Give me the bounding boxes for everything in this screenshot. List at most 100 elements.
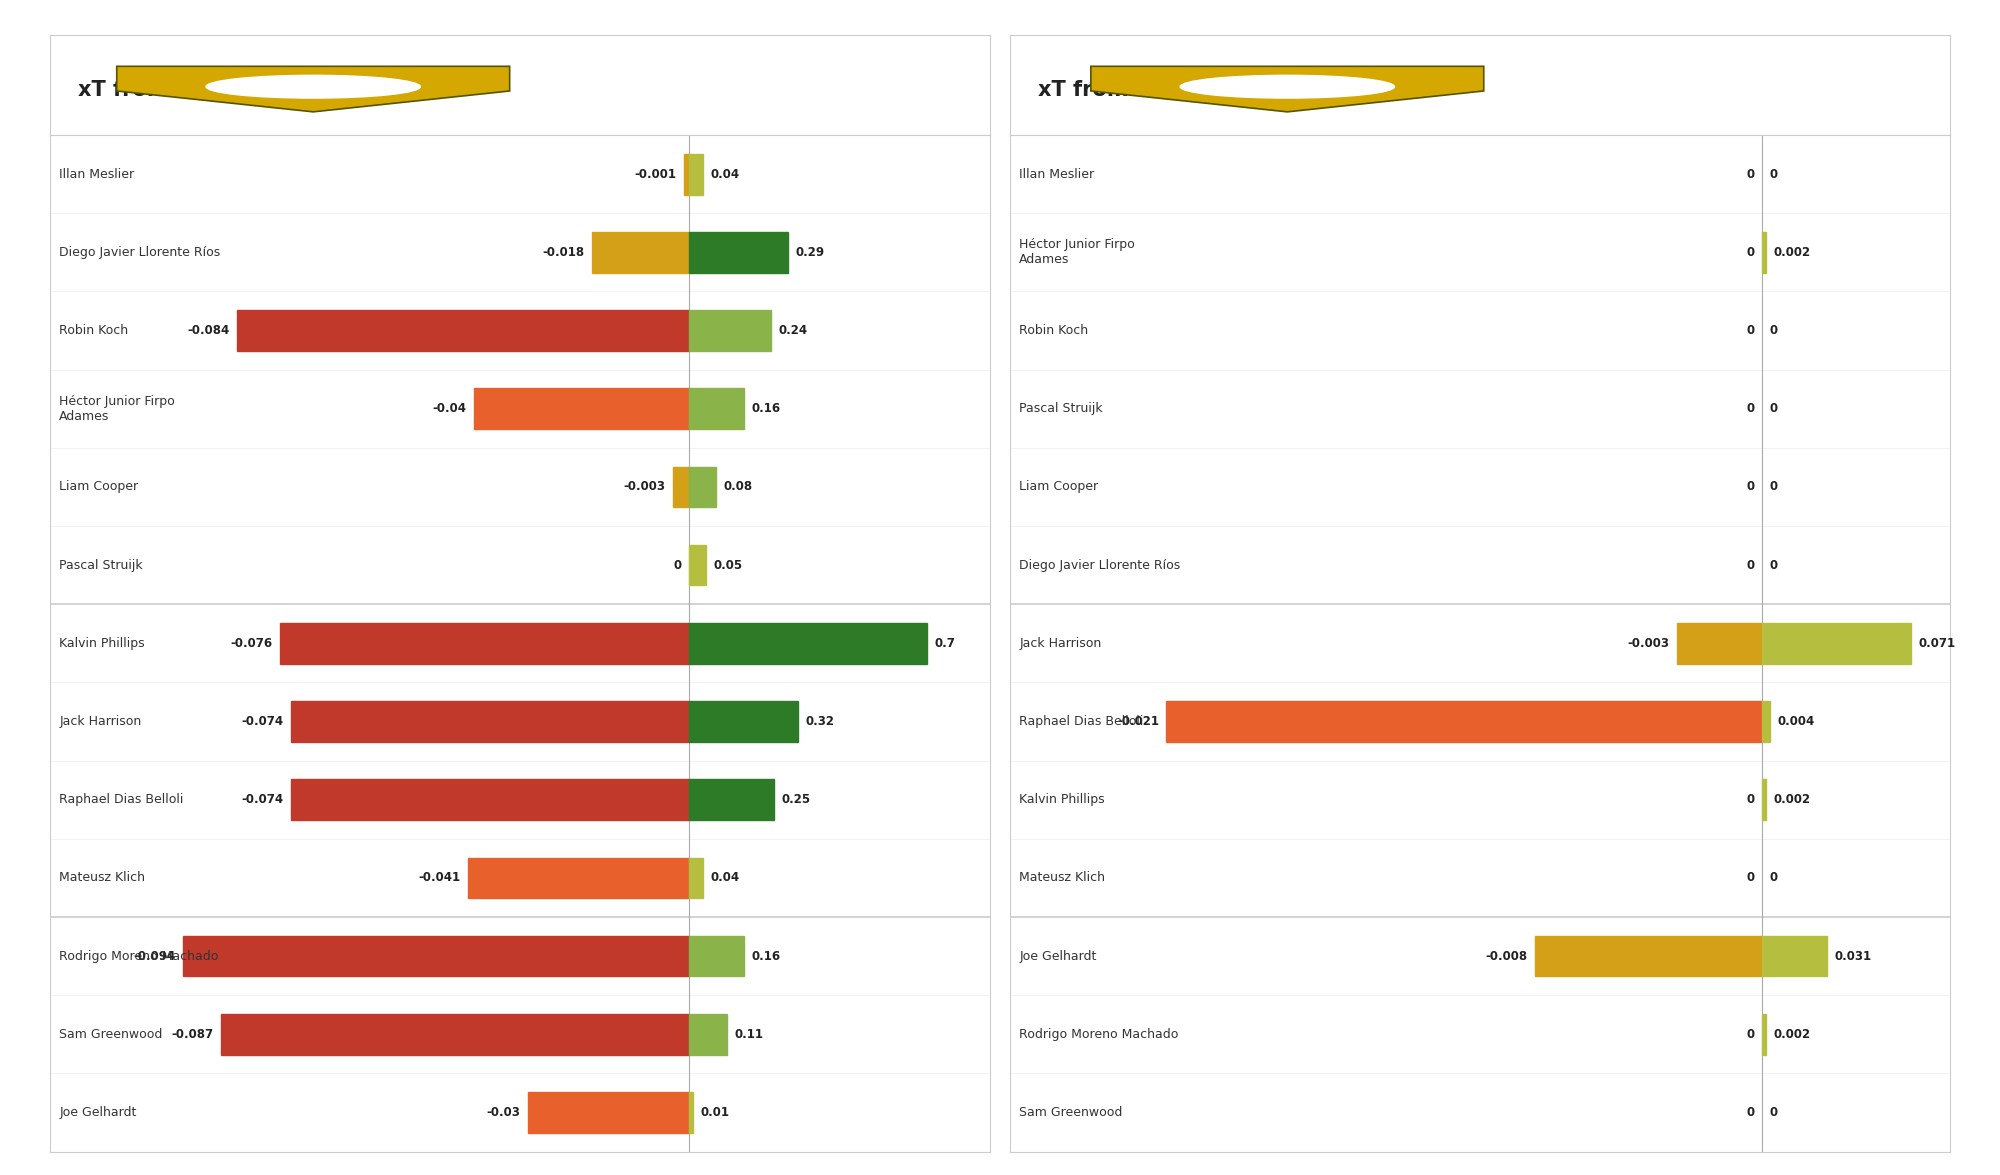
- Bar: [182, 935, 690, 976]
- Circle shape: [206, 75, 420, 98]
- Text: 0.01: 0.01: [700, 1106, 730, 1119]
- Bar: [1762, 935, 1828, 976]
- Bar: [1762, 1014, 1766, 1054]
- Text: 0: 0: [1746, 168, 1754, 181]
- Bar: [220, 1014, 690, 1054]
- Bar: [690, 1092, 692, 1133]
- Bar: [690, 935, 744, 976]
- Text: Sam Greenwood: Sam Greenwood: [60, 1028, 162, 1041]
- Text: 0: 0: [1746, 558, 1754, 571]
- Text: 0.04: 0.04: [710, 168, 740, 181]
- Text: 0: 0: [1770, 324, 1778, 337]
- Text: 0: 0: [1746, 1106, 1754, 1119]
- Text: Jack Harrison: Jack Harrison: [1020, 637, 1102, 650]
- Text: 0.004: 0.004: [1778, 716, 1816, 728]
- Text: Rodrigo Moreno Machado: Rodrigo Moreno Machado: [1020, 1028, 1178, 1041]
- Text: 0.002: 0.002: [1774, 793, 1810, 806]
- Bar: [690, 779, 774, 820]
- Text: -0.021: -0.021: [1116, 716, 1158, 728]
- Text: Héctor Junior Firpo
Adames: Héctor Junior Firpo Adames: [1020, 239, 1136, 267]
- Text: 0: 0: [1770, 402, 1778, 415]
- Bar: [690, 310, 770, 351]
- Text: 0: 0: [1770, 872, 1778, 885]
- Text: 0.04: 0.04: [710, 872, 740, 885]
- Text: Joe Gelhardt: Joe Gelhardt: [1020, 949, 1096, 962]
- Text: Liam Cooper: Liam Cooper: [1020, 481, 1098, 494]
- Text: -0.003: -0.003: [624, 481, 666, 494]
- Text: 0: 0: [1746, 481, 1754, 494]
- Text: 0: 0: [1770, 481, 1778, 494]
- Text: 0.002: 0.002: [1774, 246, 1810, 258]
- Text: 0.05: 0.05: [714, 558, 742, 571]
- Text: 0: 0: [1746, 246, 1754, 258]
- Text: Mateusz Klich: Mateusz Klich: [60, 872, 146, 885]
- Text: 0.16: 0.16: [752, 949, 780, 962]
- Text: -0.001: -0.001: [634, 168, 676, 181]
- Text: -0.04: -0.04: [432, 402, 466, 415]
- Bar: [690, 154, 702, 195]
- Text: 0.031: 0.031: [1834, 949, 1872, 962]
- Text: 0: 0: [1746, 793, 1754, 806]
- Bar: [690, 466, 716, 508]
- Bar: [690, 233, 788, 273]
- Bar: [236, 310, 690, 351]
- Bar: [1762, 623, 1910, 664]
- Text: -0.018: -0.018: [542, 246, 584, 258]
- Text: -0.03: -0.03: [486, 1106, 520, 1119]
- Text: Raphael Dias Belloli: Raphael Dias Belloli: [1020, 716, 1144, 728]
- Bar: [690, 623, 928, 664]
- Text: Rodrigo Moreno Machado: Rodrigo Moreno Machado: [60, 949, 218, 962]
- Text: -0.094: -0.094: [134, 949, 176, 962]
- Text: Sam Greenwood: Sam Greenwood: [1020, 1106, 1122, 1119]
- Text: 0: 0: [1746, 402, 1754, 415]
- Bar: [690, 1014, 726, 1054]
- Bar: [684, 154, 690, 195]
- Circle shape: [1180, 75, 1394, 98]
- Text: 0: 0: [1770, 168, 1778, 181]
- Text: 0.29: 0.29: [796, 246, 824, 258]
- Bar: [528, 1092, 690, 1133]
- Text: 0.11: 0.11: [734, 1028, 764, 1041]
- Bar: [674, 466, 690, 508]
- Polygon shape: [116, 66, 510, 112]
- Text: Robin Koch: Robin Koch: [1020, 324, 1088, 337]
- Text: 0.071: 0.071: [1918, 637, 1956, 650]
- Text: 0: 0: [1746, 1028, 1754, 1041]
- Text: Pascal Struijk: Pascal Struijk: [1020, 402, 1104, 415]
- Text: xT from Passes: xT from Passes: [78, 80, 256, 100]
- Text: Pascal Struijk: Pascal Struijk: [60, 558, 144, 571]
- Bar: [690, 389, 744, 429]
- Text: Kalvin Phillips: Kalvin Phillips: [1020, 793, 1106, 806]
- Text: 0.08: 0.08: [724, 481, 754, 494]
- Text: 0: 0: [1746, 324, 1754, 337]
- Text: -0.074: -0.074: [242, 793, 284, 806]
- Bar: [290, 779, 690, 820]
- Text: -0.087: -0.087: [172, 1028, 214, 1041]
- Text: -0.074: -0.074: [242, 716, 284, 728]
- Bar: [690, 545, 706, 585]
- Text: 0: 0: [1770, 1106, 1778, 1119]
- Bar: [1762, 701, 1770, 741]
- Bar: [468, 858, 690, 898]
- Text: 0.24: 0.24: [778, 324, 808, 337]
- Text: 0.16: 0.16: [752, 402, 780, 415]
- Text: Joe Gelhardt: Joe Gelhardt: [60, 1106, 136, 1119]
- Text: 0.32: 0.32: [806, 716, 834, 728]
- Text: -0.008: -0.008: [1486, 949, 1528, 962]
- Bar: [280, 623, 690, 664]
- Text: Mateusz Klich: Mateusz Klich: [1020, 872, 1106, 885]
- Text: Héctor Junior Firpo
Adames: Héctor Junior Firpo Adames: [60, 395, 176, 423]
- Text: 0.7: 0.7: [934, 637, 956, 650]
- Text: Illan Meslier: Illan Meslier: [1020, 168, 1094, 181]
- Text: Diego Javier Llorente Ríos: Diego Javier Llorente Ríos: [60, 246, 220, 258]
- Bar: [1762, 779, 1766, 820]
- Text: Liam Cooper: Liam Cooper: [60, 481, 138, 494]
- Bar: [690, 858, 702, 898]
- Bar: [1676, 623, 1762, 664]
- Bar: [474, 389, 690, 429]
- Bar: [1166, 701, 1762, 741]
- Bar: [1762, 233, 1766, 273]
- Text: -0.003: -0.003: [1628, 637, 1670, 650]
- Text: -0.084: -0.084: [188, 324, 230, 337]
- Text: Jack Harrison: Jack Harrison: [60, 716, 142, 728]
